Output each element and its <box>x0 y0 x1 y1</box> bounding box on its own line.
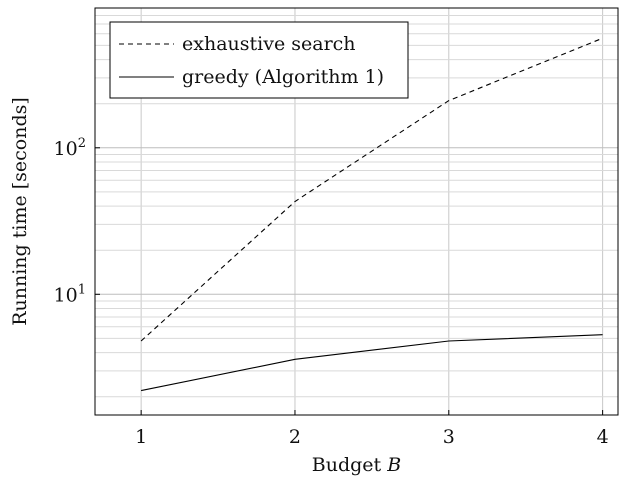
y-axis-label: Running time [seconds] <box>9 97 31 326</box>
x-tick-label: 4 <box>597 426 609 448</box>
x-axis-ticks: 1 2 3 4 <box>135 410 609 448</box>
x-tick-label: 3 <box>443 426 455 448</box>
y-tick-label: 102 <box>54 136 86 160</box>
series-line-1 <box>140 334 603 392</box>
x-tick-label: 2 <box>289 426 301 448</box>
legend-label-exhaustive-search: exhaustive search <box>182 33 356 55</box>
x-axis-label: Budget B <box>312 454 401 476</box>
y-tick-label: 101 <box>54 282 86 306</box>
series-line-0 <box>140 37 603 342</box>
plot-frame <box>94 7 619 416</box>
legend-box <box>109 21 409 99</box>
x-tick-label: 1 <box>135 426 147 448</box>
series-lines <box>140 37 603 392</box>
y-axis-ticks: 101 102 <box>54 136 100 306</box>
legend: exhaustive search greedy (Algorithm 1) <box>109 21 409 99</box>
legend-label-greedy: greedy (Algorithm 1) <box>182 66 384 88</box>
